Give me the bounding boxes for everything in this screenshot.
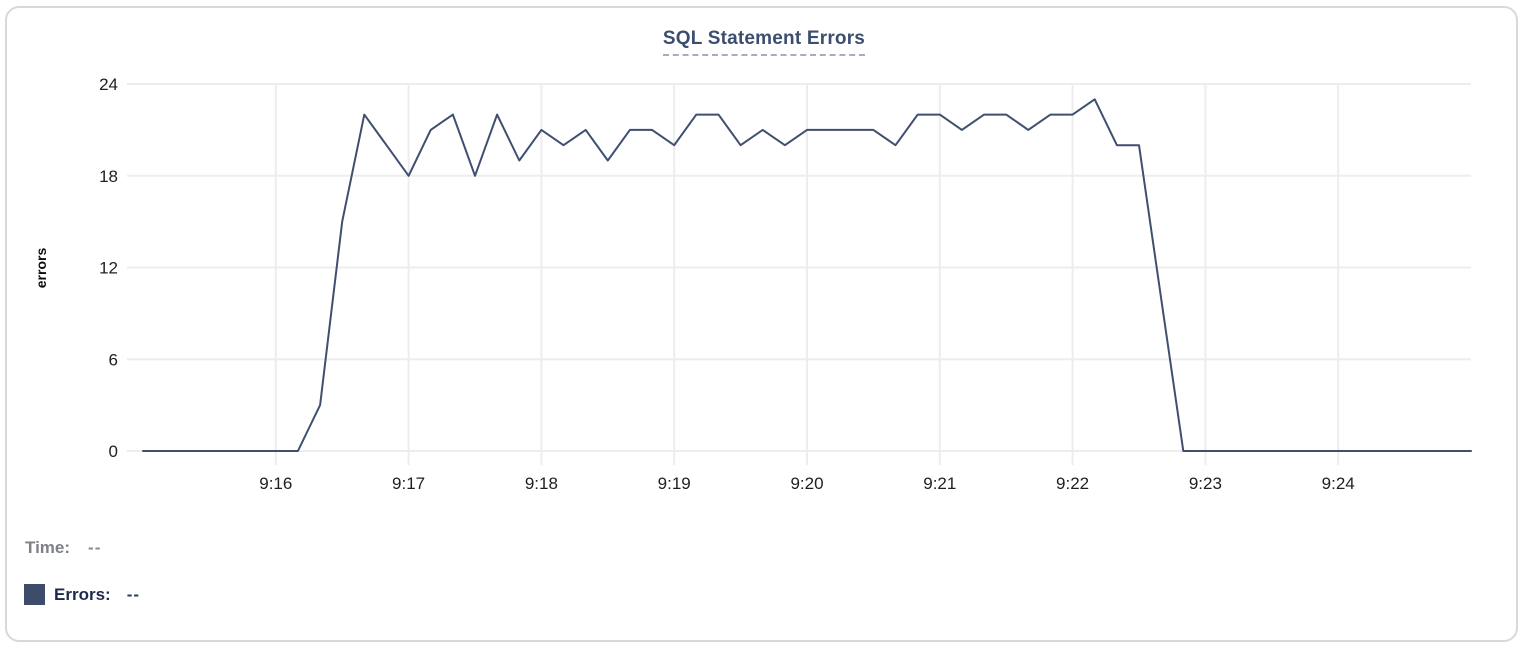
errors-series-swatch (24, 584, 45, 605)
chart-card (5, 6, 1518, 642)
legend-time-row: Time: -- (25, 538, 101, 558)
y-tick-label: 18 (99, 167, 118, 186)
errors-label: Errors: (54, 584, 111, 604)
time-value: -- (88, 538, 102, 557)
y-tick-label: 0 (109, 442, 118, 461)
y-axis-title: errors (33, 248, 49, 289)
chart-plot-area[interactable] (140, 84, 1471, 451)
x-tick-label: 9:18 (525, 474, 558, 493)
x-tick-label: 9:23 (1189, 474, 1222, 493)
errors-line (142, 98, 1472, 452)
legend-errors-row: Errors: -- (24, 584, 140, 605)
x-tick-label: 9:24 (1322, 474, 1355, 493)
x-tick-label: 9:17 (392, 474, 425, 493)
x-tick-label: 9:21 (923, 474, 956, 493)
x-tick-label: 9:22 (1056, 474, 1089, 493)
y-tick-label: 24 (99, 75, 118, 94)
y-tick-label: 6 (109, 350, 118, 369)
chart-title-row: SQL Statement Errors (0, 28, 1528, 56)
x-tick-label: 9:16 (259, 474, 292, 493)
errors-value: -- (126, 584, 141, 604)
x-tick-label: 9:20 (790, 474, 823, 493)
x-tick-label: 9:19 (658, 474, 691, 493)
chart-title[interactable]: SQL Statement Errors (662, 28, 866, 56)
y-tick-label: 12 (99, 259, 118, 278)
time-label: Time: (25, 538, 71, 557)
